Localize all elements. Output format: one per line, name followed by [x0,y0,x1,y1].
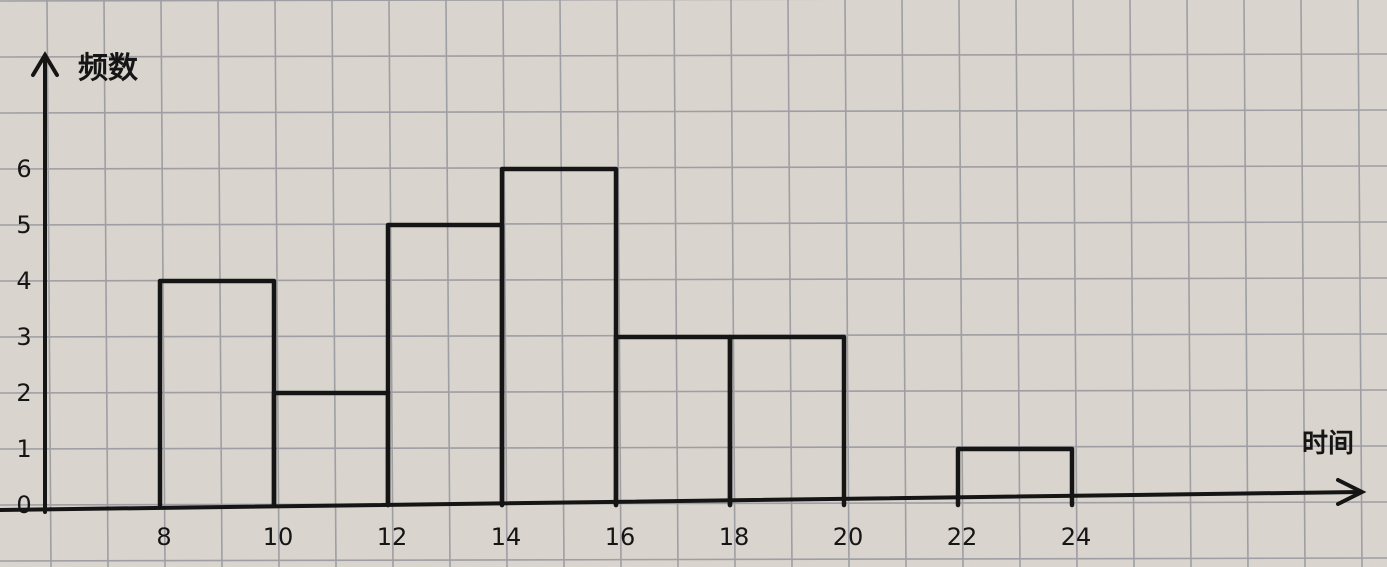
y-tick-label: 5 [16,211,31,239]
grid-line-vertical [1015,0,1021,567]
x-tick-label: 14 [491,523,522,551]
y-axis-arrow [31,51,59,77]
y-tick-label: 2 [16,379,31,407]
grid-line-horizontal [0,557,1387,562]
grid-line-vertical [274,0,280,567]
grid-line-horizontal [0,221,1387,226]
x-tick-label: 24 [1061,523,1092,551]
grid-line-vertical [160,0,166,567]
grid-line-vertical [1357,0,1363,567]
y-tick-label: 1 [16,435,31,463]
grid-line-horizontal [0,389,1387,394]
grid-line-vertical [1243,0,1249,567]
y-axis-label: 频数 [78,51,139,86]
grid-line-vertical [559,0,565,567]
axes-group [0,51,1367,514]
grid-line-horizontal [0,109,1387,114]
grid-line-vertical [1072,0,1078,567]
grid-line-vertical [616,0,622,567]
grid-line-horizontal [0,53,1387,58]
bars-group [157,166,1075,508]
grid-line-vertical [1186,0,1192,567]
x-axis [0,490,1362,512]
x-tick-label: 12 [377,523,408,551]
x-tick-label: 22 [947,523,978,551]
x-tick-label: 18 [719,523,750,551]
x-tick-label: 16 [605,523,636,551]
grid-line-vertical [388,0,394,567]
y-tick-label: 3 [16,323,31,351]
histogram-bar [727,334,847,508]
grid-line-vertical [445,0,451,567]
x-tick-label: 8 [156,523,171,551]
y-tick-label: 6 [16,155,31,183]
grid-line-vertical [217,0,223,567]
y-tick-label: 4 [16,267,31,295]
grid-line-horizontal [0,165,1387,170]
grid-line-vertical [730,0,736,567]
grid-line-vertical [502,0,508,567]
grid-line-vertical [787,0,793,567]
grid-line-vertical [46,0,52,567]
grid-line-horizontal [0,0,833,2]
x-tick-label: 20 [833,523,864,551]
grid-line-vertical [901,0,907,567]
grid-line-vertical [1300,0,1306,567]
grid-line-horizontal [0,445,1387,450]
grid-line-horizontal [0,501,1387,506]
grid-line-vertical [844,0,850,567]
grid-line-vertical [958,0,964,567]
x-tick-label: 10 [263,523,294,551]
grid-line-vertical [331,0,337,567]
grid-line-vertical [1129,0,1135,567]
y-tick-labels: 0 1 2 3 4 5 6 [16,155,31,519]
histogram-bar [955,446,1075,508]
x-axis-arrow [1336,478,1367,506]
grid-line-vertical [103,0,109,567]
y-tick-label: 0 [16,491,31,519]
x-axis-label: 时间 [1302,429,1354,459]
x-tick-labels: 8 10 12 14 16 18 20 22 24 [156,523,1091,551]
grid-line-vertical [673,0,679,567]
